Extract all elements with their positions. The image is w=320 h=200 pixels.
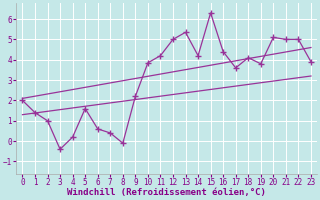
- X-axis label: Windchill (Refroidissement éolien,°C): Windchill (Refroidissement éolien,°C): [67, 188, 266, 197]
